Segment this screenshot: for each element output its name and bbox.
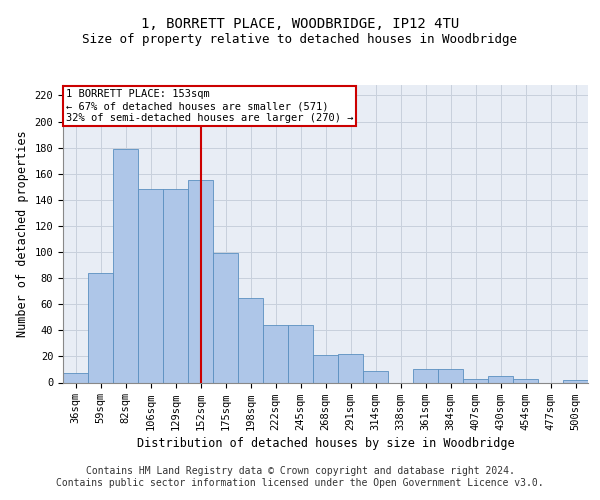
X-axis label: Distribution of detached houses by size in Woodbridge: Distribution of detached houses by size … bbox=[137, 436, 514, 450]
Text: 1 BORRETT PLACE: 153sqm
← 67% of detached houses are smaller (571)
32% of semi-d: 1 BORRETT PLACE: 153sqm ← 67% of detache… bbox=[65, 90, 353, 122]
Y-axis label: Number of detached properties: Number of detached properties bbox=[16, 130, 29, 337]
Bar bbox=[213, 254, 238, 382]
Bar bbox=[338, 354, 363, 382]
Bar bbox=[488, 376, 513, 382]
Bar bbox=[113, 149, 138, 382]
Bar bbox=[563, 380, 588, 382]
Bar bbox=[138, 190, 163, 382]
Bar bbox=[438, 370, 463, 382]
Bar bbox=[63, 374, 88, 382]
Bar bbox=[88, 273, 113, 382]
Bar bbox=[288, 325, 313, 382]
Text: Contains HM Land Registry data © Crown copyright and database right 2024.
Contai: Contains HM Land Registry data © Crown c… bbox=[56, 466, 544, 487]
Bar bbox=[413, 370, 438, 382]
Bar bbox=[163, 190, 188, 382]
Bar bbox=[188, 180, 213, 382]
Text: 1, BORRETT PLACE, WOODBRIDGE, IP12 4TU: 1, BORRETT PLACE, WOODBRIDGE, IP12 4TU bbox=[141, 18, 459, 32]
Bar bbox=[363, 371, 388, 382]
Bar bbox=[513, 378, 538, 382]
Bar bbox=[313, 355, 338, 382]
Bar bbox=[463, 378, 488, 382]
Text: Size of property relative to detached houses in Woodbridge: Size of property relative to detached ho… bbox=[83, 32, 517, 46]
Bar bbox=[263, 325, 288, 382]
Bar bbox=[238, 298, 263, 382]
